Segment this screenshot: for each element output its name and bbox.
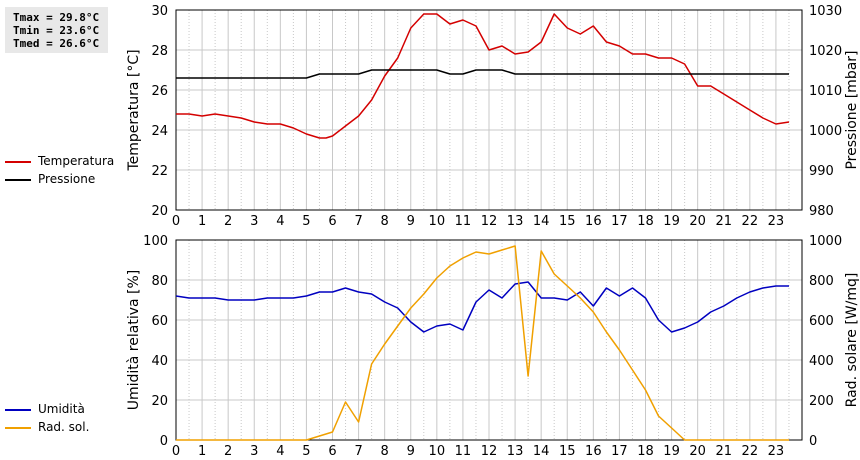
x-tick-label: 15 (559, 444, 576, 459)
x-tick-label: 4 (276, 444, 284, 459)
y-tick-label: 26 (151, 84, 168, 99)
legend-swatch-pressione (5, 179, 31, 181)
y2-tick-label: 1000 (809, 124, 842, 139)
x-tick-label: 11 (455, 214, 472, 229)
y-tick-label: 24 (151, 124, 168, 139)
x-tick-label: 17 (611, 444, 628, 459)
y2-tick-label: 600 (809, 314, 834, 329)
x-tick-label: 10 (429, 444, 446, 459)
x-tick-label: 13 (507, 444, 524, 459)
x-tick-label: 19 (663, 214, 680, 229)
legend-label-rad-sol: Rad. sol. (38, 420, 90, 434)
x-tick-label: 16 (585, 444, 602, 459)
y2-tick-label: 800 (809, 274, 834, 289)
y2-tick-label: 980 (809, 204, 834, 219)
x-tick-label: 8 (381, 214, 389, 229)
y2-tick-label: 1010 (809, 84, 842, 99)
x-tick-label: 21 (715, 214, 732, 229)
series-line-pressione (176, 69, 789, 79)
y2-tick-label: 990 (809, 164, 834, 179)
legend-label-umidita: Umidità (38, 402, 85, 416)
legend-swatch-rad-sol (5, 427, 31, 429)
x-tick-label: 12 (481, 214, 498, 229)
x-tick-label: 9 (407, 214, 415, 229)
x-tick-label: 20 (689, 444, 706, 459)
chart-humidity-radiation: 0 1 2 3 4 5 6 7 8 9 10 11 12 13 14 15 16 17 18 19 20 21 22 2302… (126, 234, 860, 459)
x-tick-label: 5 (302, 214, 310, 229)
y-tick-label: 0 (160, 434, 168, 449)
legend-label-pressione: Pressione (38, 172, 96, 186)
tmin-stat: Tmin = 23.6°C (13, 24, 100, 37)
y-tick-label: 40 (151, 354, 168, 369)
x-tick-label: 14 (533, 444, 550, 459)
x-tick-label: 1 (198, 214, 206, 229)
x-tick-label: 22 (742, 444, 759, 459)
y-tick-label: 22 (151, 164, 168, 179)
x-tick-label: 3 (250, 214, 258, 229)
x-tick-label: 21 (715, 444, 732, 459)
legend-swatch-umidita (5, 409, 31, 411)
x-tick-label: 5 (302, 444, 310, 459)
series-line-rad-sol (176, 245, 789, 441)
x-tick-label: 19 (663, 444, 680, 459)
x-tick-label: 3 (250, 444, 258, 459)
legend-swatch-temperatura (5, 161, 31, 163)
y2-tick-label: 1020 (809, 44, 842, 59)
x-tick-label: 2 (224, 444, 232, 459)
stats-box: Tmax = 29.8°C Tmin = 23.6°C Tmed = 26.6°… (5, 7, 108, 53)
plot-frame (175, 239, 803, 441)
x-tick-label: 8 (381, 444, 389, 459)
x-tick-label: 0 (172, 214, 180, 229)
y-tick-label: 20 (151, 394, 168, 409)
x-tick-label: 12 (481, 444, 498, 459)
y2-tick-label: 1000 (809, 234, 842, 249)
y2-tick-label: 400 (809, 354, 834, 369)
y-axis-label: Umidità relativa [%] (126, 270, 142, 411)
x-tick-label: 10 (429, 214, 446, 229)
x-tick-label: 11 (455, 444, 472, 459)
y2-tick-label: 200 (809, 394, 834, 409)
x-tick-label: 22 (742, 214, 759, 229)
x-tick-label: 15 (559, 214, 576, 229)
tmax-stat: Tmax = 29.8°C (13, 11, 100, 24)
y-tick-label: 30 (151, 4, 168, 19)
x-tick-label: 6 (328, 214, 336, 229)
plot-frame (175, 9, 803, 211)
x-tick-label: 18 (637, 444, 654, 459)
y-tick-label: 20 (151, 204, 168, 219)
y-tick-label: 100 (143, 234, 168, 249)
y-tick-label: 28 (151, 44, 168, 59)
y-tick-label: 60 (151, 314, 168, 329)
legend-label-temperatura: Temperatura (38, 154, 115, 168)
y-tick-label: 80 (151, 274, 168, 289)
x-tick-label: 23 (768, 214, 785, 229)
x-tick-label: 7 (354, 444, 362, 459)
y2-axis-label: Pressione [mbar] (844, 50, 860, 169)
y2-axis-label: Rad. solare [W/mq] (844, 273, 860, 408)
y2-tick-label: 1030 (809, 4, 842, 19)
y-axis-label: Temperatura [°C] (126, 49, 142, 171)
x-tick-label: 18 (637, 214, 654, 229)
x-tick-label: 20 (689, 214, 706, 229)
x-tick-label: 23 (768, 444, 785, 459)
x-tick-label: 14 (533, 214, 550, 229)
chart-temperature-pressure: 0 1 2 3 4 5 6 7 8 9 10 11 12 13 14 15 16 17 18 19 20 21 22 2320… (126, 4, 860, 229)
series-line-umidit (175, 281, 789, 333)
x-tick-label: 2 (224, 214, 232, 229)
x-tick-label: 17 (611, 214, 628, 229)
tmed-stat: Tmed = 26.6°C (13, 37, 100, 50)
x-tick-label: 16 (585, 214, 602, 229)
x-tick-label: 9 (407, 444, 415, 459)
x-tick-label: 6 (328, 444, 336, 459)
x-tick-label: 4 (276, 214, 284, 229)
x-tick-label: 13 (507, 214, 524, 229)
x-tick-label: 7 (354, 214, 362, 229)
x-tick-label: 1 (198, 444, 206, 459)
x-tick-label: 0 (172, 444, 180, 459)
series-line-temperatura (176, 13, 790, 139)
y2-tick-label: 0 (809, 434, 817, 449)
